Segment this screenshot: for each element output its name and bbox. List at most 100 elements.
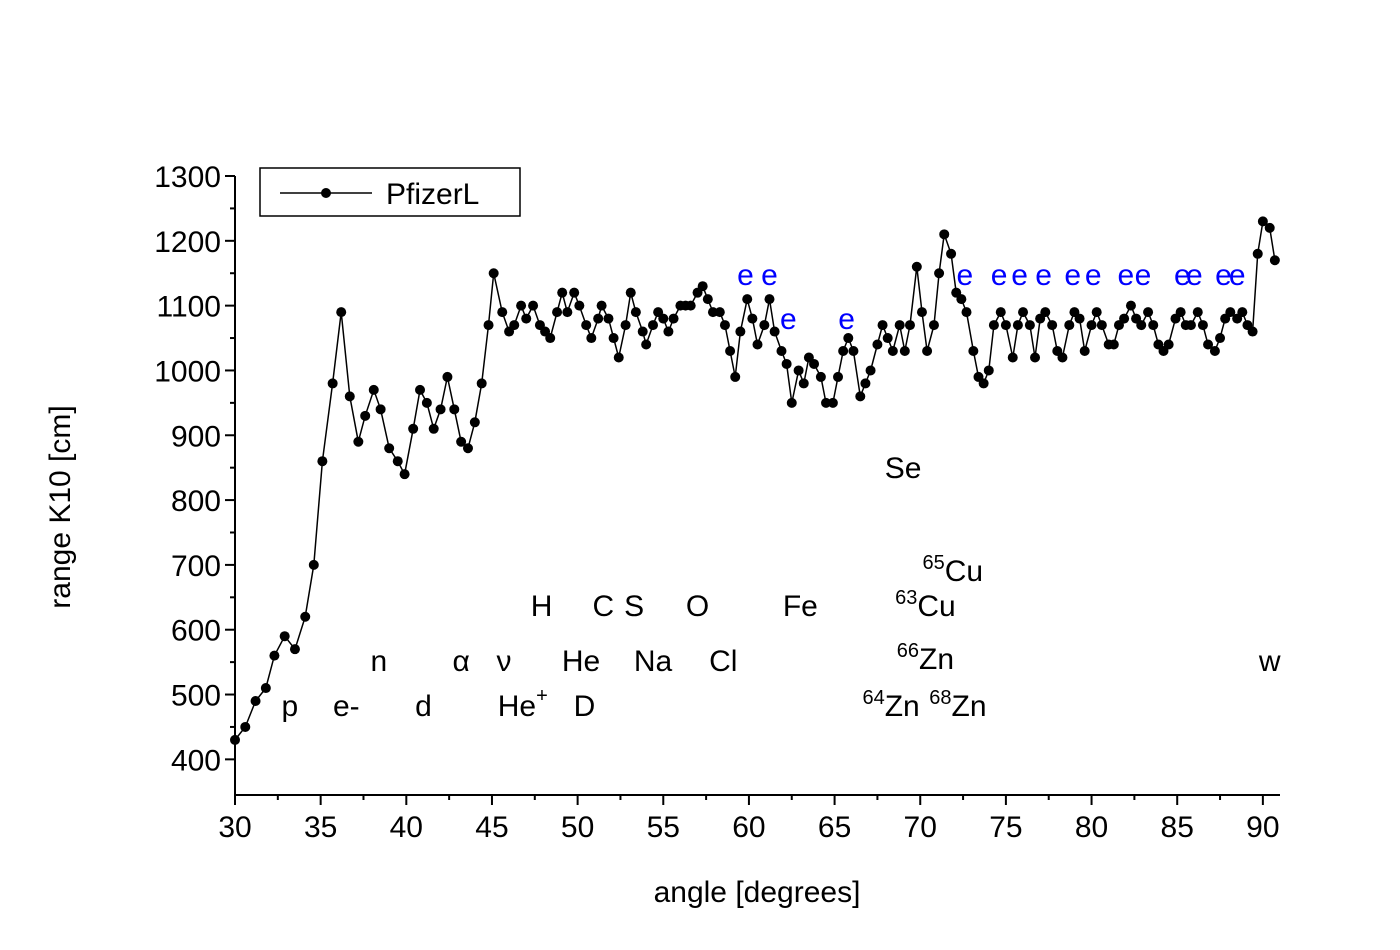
data-point bbox=[1197, 320, 1208, 331]
data-point bbox=[608, 333, 619, 344]
legend-label: PfizerL bbox=[386, 178, 479, 211]
annotation: H bbox=[531, 590, 553, 623]
data-point bbox=[596, 300, 607, 311]
data-point bbox=[435, 404, 446, 415]
y-tick-label: 1100 bbox=[156, 291, 221, 324]
annotation-superscript: 65 bbox=[922, 552, 944, 574]
data-point bbox=[360, 410, 371, 421]
x-tick-label: 80 bbox=[1075, 811, 1108, 844]
annotation: e bbox=[1064, 259, 1081, 292]
data-point bbox=[545, 333, 556, 344]
legend-marker bbox=[321, 188, 331, 198]
data-point bbox=[1018, 307, 1029, 318]
annotation-text: Zn bbox=[952, 690, 987, 723]
data-point bbox=[855, 391, 866, 402]
annotation: e bbox=[737, 259, 754, 292]
data-point bbox=[1030, 352, 1041, 363]
annotation: e bbox=[1215, 259, 1232, 292]
y-tick-label: 800 bbox=[171, 485, 221, 518]
data-point bbox=[289, 644, 300, 655]
data-point bbox=[586, 333, 597, 344]
data-point bbox=[685, 300, 696, 311]
annotation-text: e bbox=[737, 259, 754, 292]
data-point bbox=[1079, 346, 1090, 357]
data-point bbox=[752, 339, 763, 350]
annotation-text: Cu bbox=[945, 555, 983, 588]
data-point bbox=[725, 346, 736, 357]
data-point bbox=[317, 456, 328, 467]
x-tick-label: 45 bbox=[475, 811, 508, 844]
annotation: e bbox=[1186, 259, 1203, 292]
data-point bbox=[809, 358, 820, 369]
data-point bbox=[336, 307, 347, 318]
annotation: α bbox=[452, 645, 469, 678]
annotation: 65Cu bbox=[922, 552, 983, 588]
annotation: e bbox=[1174, 259, 1191, 292]
data-point bbox=[730, 371, 741, 382]
data-point bbox=[637, 326, 648, 337]
annotation-text: α bbox=[452, 645, 469, 678]
data-point bbox=[240, 721, 251, 732]
data-point bbox=[815, 371, 826, 382]
x-tick-label: 40 bbox=[390, 811, 423, 844]
data-point bbox=[887, 346, 898, 357]
x-tick-label: 60 bbox=[732, 811, 765, 844]
annotation: e bbox=[1117, 259, 1134, 292]
annotation-text: e bbox=[1117, 259, 1134, 292]
y-tick-label: 1000 bbox=[154, 355, 221, 388]
data-point bbox=[308, 559, 319, 570]
annotation: e bbox=[1229, 259, 1246, 292]
data-point bbox=[742, 294, 753, 305]
data-point bbox=[759, 320, 770, 331]
data-point bbox=[250, 696, 261, 707]
data-point bbox=[1012, 320, 1023, 331]
data-point bbox=[1007, 352, 1018, 363]
annotation-text: e bbox=[1011, 259, 1028, 292]
annotation-text: ν bbox=[496, 645, 511, 678]
data-point bbox=[1264, 222, 1275, 233]
annotation: e- bbox=[333, 690, 360, 723]
data-point bbox=[353, 436, 364, 447]
data-point bbox=[1136, 320, 1147, 331]
data-point bbox=[877, 320, 888, 331]
data-point bbox=[1119, 313, 1130, 324]
data-point bbox=[1064, 320, 1075, 331]
data-point bbox=[428, 423, 439, 434]
data-point bbox=[848, 346, 859, 357]
data-point bbox=[865, 365, 876, 376]
data-point bbox=[833, 371, 844, 382]
data-point bbox=[735, 326, 746, 337]
data-point bbox=[719, 320, 730, 331]
data-point bbox=[1000, 320, 1011, 331]
data-point bbox=[899, 346, 910, 357]
data-point bbox=[641, 339, 652, 350]
data-point bbox=[1192, 307, 1203, 318]
annotation: 66Zn bbox=[897, 640, 954, 676]
annotation-text: e bbox=[1064, 259, 1081, 292]
data-point bbox=[882, 333, 893, 344]
data-point bbox=[894, 320, 905, 331]
data-point bbox=[1108, 339, 1119, 350]
data-point bbox=[786, 397, 797, 408]
annotation-text: Na bbox=[634, 645, 673, 678]
data-point bbox=[552, 307, 563, 318]
x-tick-label: 55 bbox=[647, 811, 680, 844]
data-point bbox=[1175, 307, 1186, 318]
annotation: 63Cu bbox=[895, 587, 956, 623]
data-point bbox=[961, 307, 972, 318]
annotation-text: S bbox=[624, 590, 644, 623]
data-point bbox=[1203, 339, 1214, 350]
x-tick-label: 75 bbox=[989, 811, 1022, 844]
data-point bbox=[1185, 320, 1196, 331]
y-axis-label: range K10 [cm] bbox=[44, 405, 77, 608]
annotation: D bbox=[574, 690, 596, 723]
data-point bbox=[904, 320, 915, 331]
x-tick-label: 90 bbox=[1246, 811, 1279, 844]
data-point bbox=[630, 307, 641, 318]
annotation-text: He bbox=[498, 690, 536, 723]
data-point bbox=[1163, 339, 1174, 350]
data-point bbox=[1209, 346, 1220, 357]
annotation-superscript: 68 bbox=[929, 687, 951, 709]
data-point bbox=[279, 631, 290, 642]
annotation: He+ bbox=[498, 685, 548, 723]
